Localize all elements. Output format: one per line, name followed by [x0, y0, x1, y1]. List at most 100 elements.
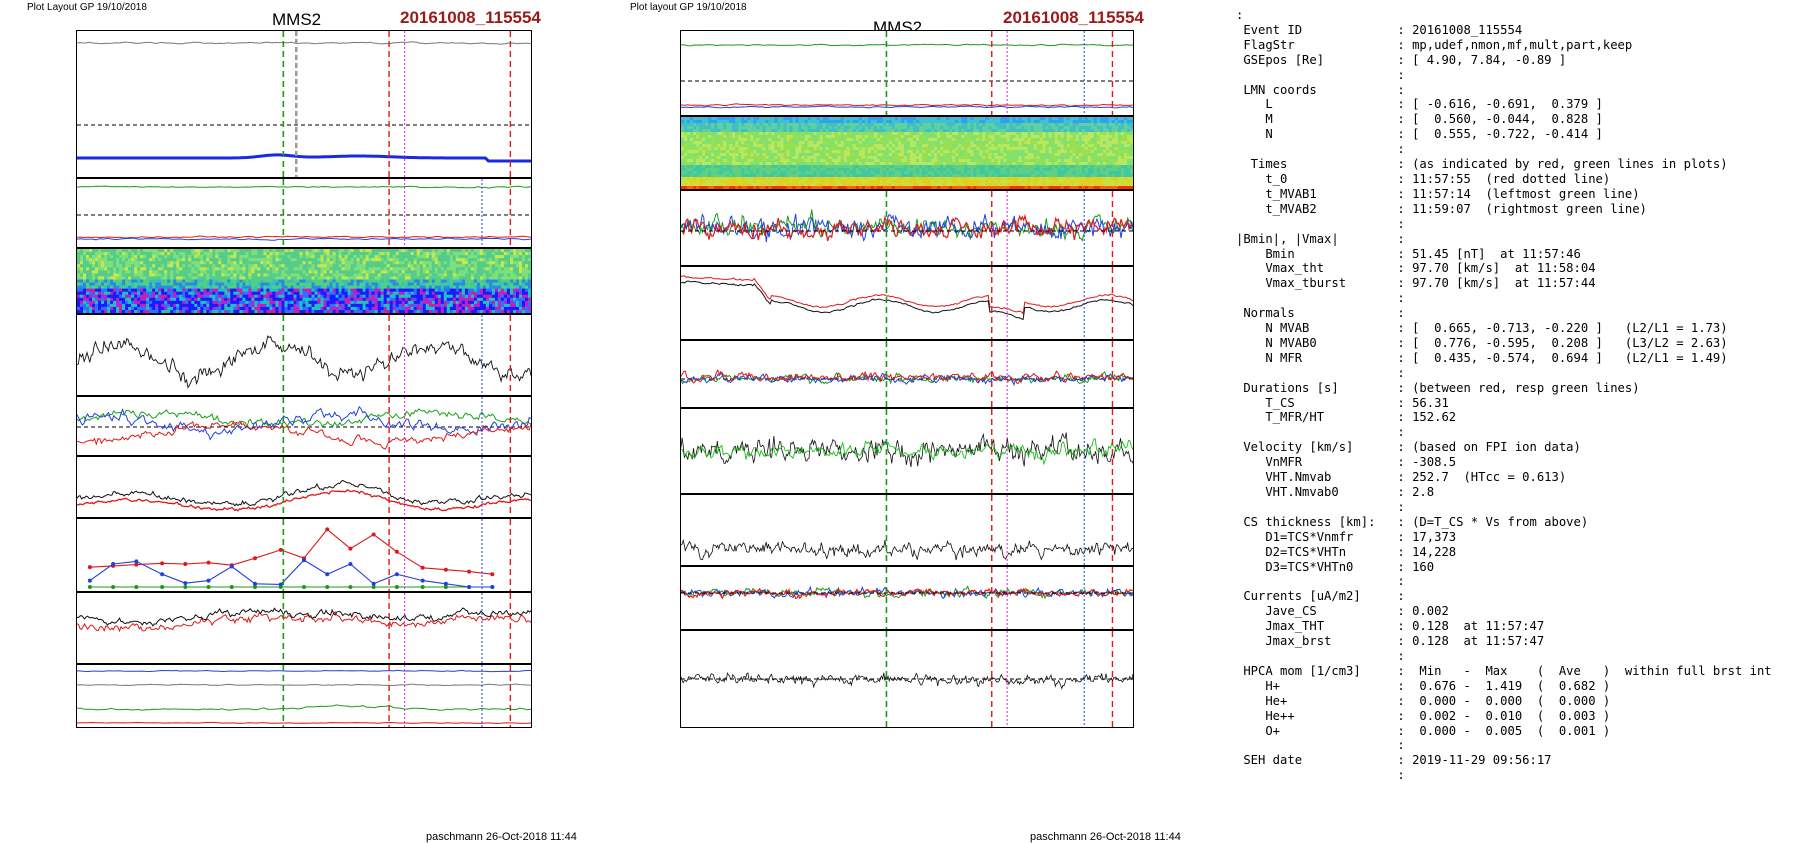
- hpca-data-point: [444, 582, 448, 586]
- right-panel-te: [680, 266, 1134, 340]
- left-panel-blmn: [76, 178, 532, 248]
- hpca-series-line: [90, 529, 492, 574]
- info-line: H+ : 0.676 - 1.419 ( 0.682 ): [1236, 679, 1772, 694]
- left-spacecraft-label: MMS2: [272, 10, 321, 30]
- info-line: Normals :: [1236, 306, 1772, 321]
- info-line: O+ : 0.000 - 0.005 ( 0.001 ): [1236, 724, 1772, 739]
- hpca-data-point: [490, 572, 494, 576]
- right-panel-jlmn: [680, 566, 1134, 630]
- right-plot-header: Plot layout GP 19/10/2018: [630, 2, 747, 13]
- info-line: :: [1236, 768, 1772, 783]
- hpca-data-point: [134, 585, 138, 589]
- hpca-data-point: [111, 585, 115, 589]
- left-panel-ion-spectrogram-plot: [77, 249, 531, 313]
- hpca-data-point: [302, 558, 306, 562]
- hpca-data-point: [230, 585, 234, 589]
- hpca-data-point: [467, 570, 471, 574]
- info-line: HPCA mom [1/cm3] : Min - Max ( Ave ) wit…: [1236, 664, 1772, 679]
- right-panel-elmn: [680, 340, 1134, 408]
- left-panel-vi-mag-plot: [77, 315, 531, 395]
- info-line: t_MVAB2 : 11:59:07 (rightmost green line…: [1236, 202, 1772, 217]
- info-line: Velocity [km/s] : (based on FPI ion data…: [1236, 440, 1772, 455]
- info-line: T_CS : 56.31: [1236, 396, 1772, 411]
- hpca-data-point: [183, 585, 187, 589]
- right-panel-electron-spectrogram-plot: [681, 117, 1133, 189]
- left-panel-bl-b-plot: [77, 31, 531, 177]
- info-line: :: [1236, 142, 1772, 157]
- info-line: t_MVAB1 : 11:57:14 (leftmost green line): [1236, 187, 1772, 202]
- hpca-data-point: [395, 585, 399, 589]
- hpca-data-point: [134, 559, 138, 563]
- hpca-data-point: [183, 562, 187, 566]
- left-panel-ti-plot: [77, 593, 531, 663]
- info-line: VHT.Nmvab0 : 2.8: [1236, 485, 1772, 500]
- info-line: :: [1236, 738, 1772, 753]
- info-line: N MFR : [ 0.435, -0.574, 0.694 ] (L2/L1 …: [1236, 351, 1772, 366]
- hpca-data-point: [111, 562, 115, 566]
- info-line: :: [1236, 217, 1772, 232]
- right-footer: paschmann 26-Oct-2018 11:44: [1030, 831, 1181, 843]
- info-line: VHT.Nmvab : 252.7 (HTcc = 0.613): [1236, 470, 1772, 485]
- info-line: :: [1236, 366, 1772, 381]
- event-info-listing: : Event ID : 20161008_115554 FlagStr : m…: [1236, 8, 1772, 783]
- hpca-data-point: [395, 572, 399, 576]
- hpca-data-point: [302, 585, 306, 589]
- hpca-data-point: [207, 585, 211, 589]
- left-panel-ti: [76, 592, 532, 664]
- left-panel-pressure: [76, 664, 532, 728]
- left-panel-density: [76, 456, 532, 518]
- hpca-data-point: [325, 572, 329, 576]
- right-panel-em: [680, 408, 1134, 494]
- info-line: FlagStr : mp,udef,nmon,mf,mult,part,keep: [1236, 38, 1772, 53]
- info-line: :: [1236, 8, 1772, 23]
- right-panel-electron-spectrogram: [680, 116, 1134, 190]
- right-event-label: 20161008_115554: [1003, 8, 1144, 28]
- right-panel-jdote: [680, 630, 1134, 728]
- left-panel-blmn-plot: [77, 179, 531, 247]
- info-line: Jmax_THT : 0.128 at 11:57:47: [1236, 619, 1772, 634]
- hpca-data-point: [207, 561, 211, 565]
- hpca-data-point: [88, 585, 92, 589]
- hpca-data-point: [444, 568, 448, 572]
- info-line: Durations [s] : (between red, resp green…: [1236, 381, 1772, 396]
- hpca-data-point: [88, 565, 92, 569]
- hpca-data-point: [325, 527, 329, 531]
- hpca-data-point: [467, 585, 471, 589]
- hpca-data-point: [88, 579, 92, 583]
- info-line: N MVAB : [ 0.665, -0.713, -0.220 ] (L2/L…: [1236, 321, 1772, 336]
- info-line: Jave_CS : 0.002: [1236, 604, 1772, 619]
- right-panel-elmn-plot: [681, 341, 1133, 407]
- right-panel-j-mag: [680, 494, 1134, 566]
- info-line: :: [1236, 291, 1772, 306]
- hpca-data-point: [160, 585, 164, 589]
- hpca-data-point: [348, 562, 352, 566]
- right-panel-ve-lmn-plot: [681, 191, 1133, 265]
- info-line: Bmin : 51.45 [nT] at 11:57:46: [1236, 247, 1772, 262]
- info-line: D1=TCS*Vnmfr : 17,373: [1236, 530, 1772, 545]
- hpca-data-point: [348, 585, 352, 589]
- info-line: N : [ 0.555, -0.722, -0.414 ]: [1236, 127, 1772, 142]
- info-line: L : [ -0.616, -0.691, 0.379 ]: [1236, 97, 1772, 112]
- info-line: Event ID : 20161008_115554: [1236, 23, 1772, 38]
- info-line: :: [1236, 68, 1772, 83]
- right-panel-ve-lmn: [680, 190, 1134, 266]
- info-line: Vmax_tburst : 97.70 [km/s] at 11:57:44: [1236, 276, 1772, 291]
- hpca-data-point: [395, 550, 399, 554]
- hpca-data-point: [160, 572, 164, 576]
- hpca-data-point: [372, 533, 376, 537]
- right-panel-j-mag-plot: [681, 495, 1133, 565]
- info-line: He++ : 0.002 - 0.010 ( 0.003 ): [1236, 709, 1772, 724]
- left-panel-vi-lmn: [76, 396, 532, 456]
- right-panel-te-plot: [681, 267, 1133, 339]
- info-line: VnMFR : -308.5: [1236, 455, 1772, 470]
- hpca-data-point: [279, 548, 283, 552]
- hpca-data-point: [253, 556, 257, 560]
- right-panel-blmn-plot: [681, 31, 1133, 115]
- info-line: Jmax_brst : 0.128 at 11:57:47: [1236, 634, 1772, 649]
- info-line: D2=TCS*VHTn : 14,228: [1236, 545, 1772, 560]
- left-panel-pressure-plot: [77, 665, 531, 727]
- info-line: Times : (as indicated by red, green line…: [1236, 157, 1772, 172]
- hpca-data-point: [325, 585, 329, 589]
- left-panel-vi-lmn-plot: [77, 397, 531, 455]
- right-panel-blmn: [680, 30, 1134, 116]
